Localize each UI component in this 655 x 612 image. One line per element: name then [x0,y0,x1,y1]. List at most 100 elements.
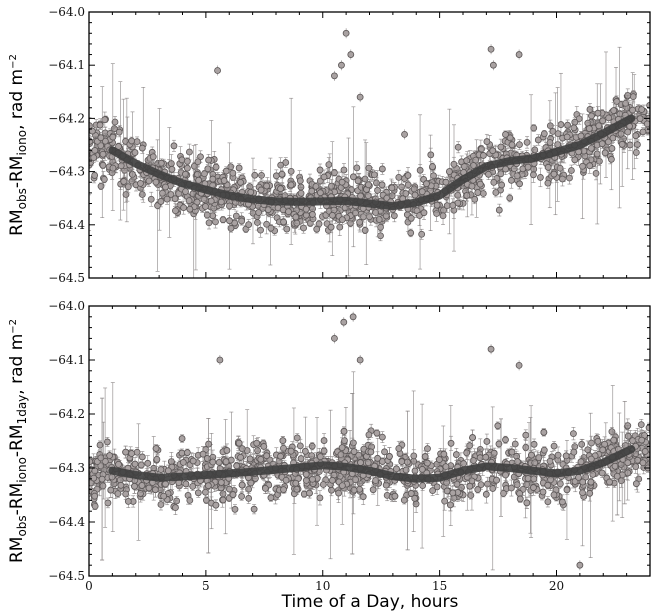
y-tick-label: −64.1 [48,58,85,72]
data-point [445,168,453,175]
data-point [217,198,225,206]
data-point [255,209,263,216]
data-point [571,156,579,164]
data-point [226,217,233,225]
data-point [182,188,189,195]
data-point [429,163,436,171]
data-point [292,213,300,221]
data-point [327,223,335,231]
data-point [479,152,487,159]
data-point [163,195,171,203]
data-point [220,177,228,184]
data-point [463,157,471,164]
data-point [497,170,505,178]
data-point [109,133,117,141]
data-point [267,224,275,232]
data-point [423,180,430,188]
data-point [546,139,554,146]
data-point [579,162,586,170]
data-point [433,201,441,209]
data-point [101,116,109,124]
data-point [183,157,191,165]
data-point [608,155,615,163]
data-point [559,175,566,183]
data-point [338,216,346,224]
data-point [131,149,139,156]
data-point [115,128,123,136]
data-point [557,121,565,128]
data-point [97,182,105,190]
data-point [407,214,415,222]
data-point [219,216,227,224]
outlier-point [347,51,355,58]
bottom-panel: 0 5 10 15 20−64.0−64.1−64.2−64.3−64.4−64.5RM… [7,299,651,593]
data-point [563,133,571,141]
data-point [329,211,336,219]
data-point [498,181,506,189]
data-point [439,212,447,220]
data-point [97,134,105,142]
data-point [331,169,338,177]
data-point [530,171,537,179]
data-point [138,144,146,152]
data-point [540,130,548,138]
data-point [506,194,514,202]
data-point [128,137,136,145]
data-point [575,115,583,123]
data-point [418,230,426,238]
data-point [162,183,169,191]
data-point [186,205,194,213]
data-point [99,150,107,158]
data-point [595,122,603,130]
data-point [287,181,295,189]
data-point [584,119,592,127]
outlier-point [487,45,495,53]
data-point [226,202,233,210]
data-point [471,195,479,203]
data-point [168,165,176,173]
data-point [556,164,564,172]
data-point [195,176,203,184]
data-point [182,170,189,178]
data-point [450,160,458,168]
data-points [89,311,650,571]
data-point [564,121,571,129]
data-point [194,158,202,166]
data-point [469,162,477,169]
data-point [336,223,344,231]
data-point [152,178,160,186]
data-point [111,118,119,126]
data-point [537,174,544,181]
data-point [209,175,217,183]
data-point [390,212,398,220]
data-point [90,154,98,162]
data-point [124,183,132,191]
data-point [622,99,630,107]
data-point [272,172,280,180]
data-point [205,219,213,227]
data-point [180,204,188,212]
data-point [613,98,621,105]
data-point [172,207,179,215]
data-point [320,173,328,181]
data-point [524,163,532,171]
data-point [309,211,316,218]
data-point [185,197,193,205]
data-point [361,226,369,234]
y-tick-label: −64.0 [48,5,85,19]
data-point [407,229,415,237]
data-point [100,175,108,183]
data-point [598,140,606,148]
top-panel: −64.0 −64.1 −64.2 −64.3 −64.4 −64.5 RMobs-RMio… [7,5,651,285]
y-tick-label: −64.3 [48,165,85,179]
data-point [203,211,211,219]
data-point [133,138,141,146]
data-point [433,210,441,217]
data-point [609,134,617,142]
data-point [629,106,636,114]
data-point [147,195,155,203]
data-point [338,178,346,186]
data-point [365,181,372,189]
data-point [99,161,107,169]
data-point [280,218,287,226]
